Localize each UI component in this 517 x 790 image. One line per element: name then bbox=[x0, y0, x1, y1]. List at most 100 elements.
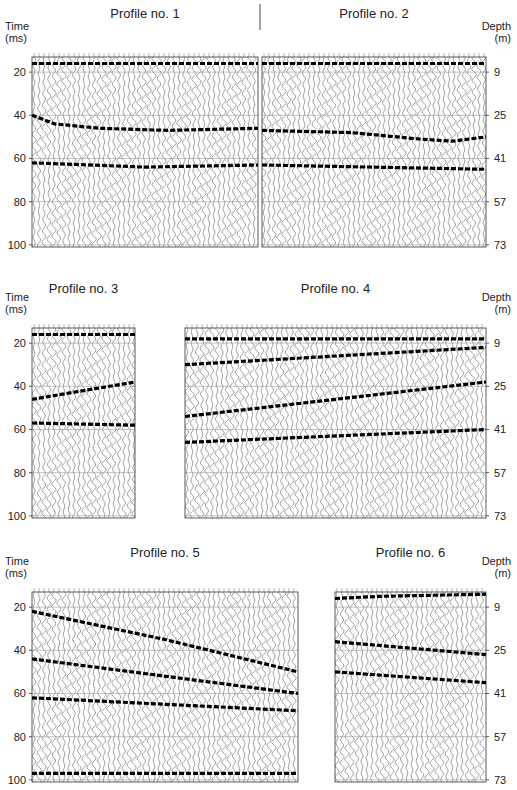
trace-tick bbox=[64, 588, 65, 592]
trace-tick bbox=[464, 53, 465, 57]
tick-label: 25 bbox=[494, 380, 506, 392]
trace-tick bbox=[219, 588, 220, 592]
trace bbox=[177, 592, 182, 782]
reflector bbox=[32, 659, 298, 694]
trace bbox=[425, 592, 430, 782]
trace bbox=[142, 57, 147, 247]
tick-label: 9 bbox=[494, 66, 500, 78]
trace bbox=[47, 592, 52, 782]
trace-tick bbox=[179, 588, 180, 592]
axis-title-line: Depth bbox=[482, 291, 511, 303]
trace bbox=[37, 592, 42, 782]
trace-texture bbox=[32, 57, 256, 247]
trace-tick bbox=[442, 588, 443, 592]
trace-tick bbox=[357, 324, 358, 328]
trace-tick bbox=[404, 53, 405, 57]
trace bbox=[360, 592, 365, 782]
trace-tick bbox=[64, 53, 65, 57]
panel: Profile no. 6925415773Depth(m) bbox=[335, 545, 511, 786]
axis-title-line: (ms) bbox=[5, 303, 27, 315]
trace-tick bbox=[252, 324, 253, 328]
trace bbox=[207, 57, 212, 247]
trace bbox=[455, 328, 459, 518]
trace-tick bbox=[457, 324, 458, 328]
trace bbox=[262, 57, 266, 247]
axis-title: Time(ms) bbox=[5, 291, 29, 315]
trace bbox=[312, 57, 317, 247]
panel-title: Profile no. 3 bbox=[49, 281, 118, 296]
trace-tick bbox=[279, 588, 280, 592]
trace-tick bbox=[89, 53, 90, 57]
trace-tick bbox=[437, 324, 438, 328]
trace-tick bbox=[34, 53, 35, 57]
tick-label: 100 bbox=[8, 239, 26, 251]
tick-label: 80 bbox=[14, 196, 26, 208]
tick-label: 9 bbox=[494, 337, 500, 349]
trace bbox=[417, 57, 422, 247]
grid-line bbox=[32, 244, 258, 245]
tick-mark bbox=[29, 244, 32, 245]
trace-tick bbox=[79, 588, 80, 592]
trace-tick bbox=[59, 53, 60, 57]
trace bbox=[137, 57, 142, 247]
trace-tick bbox=[74, 53, 75, 57]
trace-tick bbox=[264, 588, 265, 592]
trace-tick bbox=[462, 588, 463, 592]
trace-tick bbox=[159, 588, 160, 592]
trace bbox=[340, 592, 345, 782]
trace-tick bbox=[119, 53, 120, 57]
axis-title: Depth(m) bbox=[482, 555, 511, 579]
trace-tick bbox=[429, 53, 430, 57]
tick-mark bbox=[486, 693, 489, 694]
trace-tick bbox=[99, 324, 100, 328]
trace-tick bbox=[409, 53, 410, 57]
trace bbox=[62, 57, 67, 247]
trace-tick bbox=[319, 53, 320, 57]
trace bbox=[277, 57, 282, 247]
trace-tick bbox=[254, 588, 255, 592]
trace bbox=[232, 592, 237, 782]
tick-mark bbox=[486, 115, 489, 116]
trace bbox=[122, 592, 127, 782]
trace bbox=[275, 328, 280, 518]
trace-tick bbox=[69, 588, 70, 592]
trace-tick bbox=[412, 588, 413, 592]
trace bbox=[132, 592, 137, 782]
trace-tick bbox=[442, 324, 443, 328]
reflector bbox=[262, 62, 486, 65]
trace-tick bbox=[84, 324, 85, 328]
trace-tick bbox=[357, 588, 358, 592]
grid-line bbox=[262, 72, 486, 73]
trace bbox=[202, 57, 207, 247]
tick-label: 80 bbox=[14, 731, 26, 743]
tick-mark bbox=[29, 201, 32, 202]
tick-label: 60 bbox=[14, 152, 26, 164]
trace-tick bbox=[439, 53, 440, 57]
trace-tick bbox=[342, 324, 343, 328]
trace-tick bbox=[149, 588, 150, 592]
grid-line bbox=[32, 201, 258, 202]
trace-tick bbox=[399, 53, 400, 57]
trace bbox=[482, 57, 486, 247]
trace-texture bbox=[32, 328, 135, 518]
trace-tick bbox=[462, 324, 463, 328]
trace bbox=[430, 592, 435, 782]
trace bbox=[267, 57, 272, 247]
trace-tick bbox=[109, 53, 110, 57]
trace bbox=[410, 592, 415, 782]
trace bbox=[127, 328, 131, 518]
trace-tick bbox=[434, 53, 435, 57]
grid-line bbox=[262, 158, 486, 159]
tick-label: 60 bbox=[14, 423, 26, 435]
trace-tick bbox=[144, 53, 145, 57]
trace bbox=[460, 328, 465, 518]
trace-tick bbox=[109, 588, 110, 592]
trace-tick bbox=[79, 53, 80, 57]
trace-tick bbox=[159, 53, 160, 57]
trace-tick bbox=[377, 588, 378, 592]
trace bbox=[460, 592, 465, 782]
trace-tick bbox=[144, 588, 145, 592]
trace-tick bbox=[477, 588, 478, 592]
trace-tick bbox=[264, 53, 265, 57]
trace bbox=[37, 57, 42, 247]
